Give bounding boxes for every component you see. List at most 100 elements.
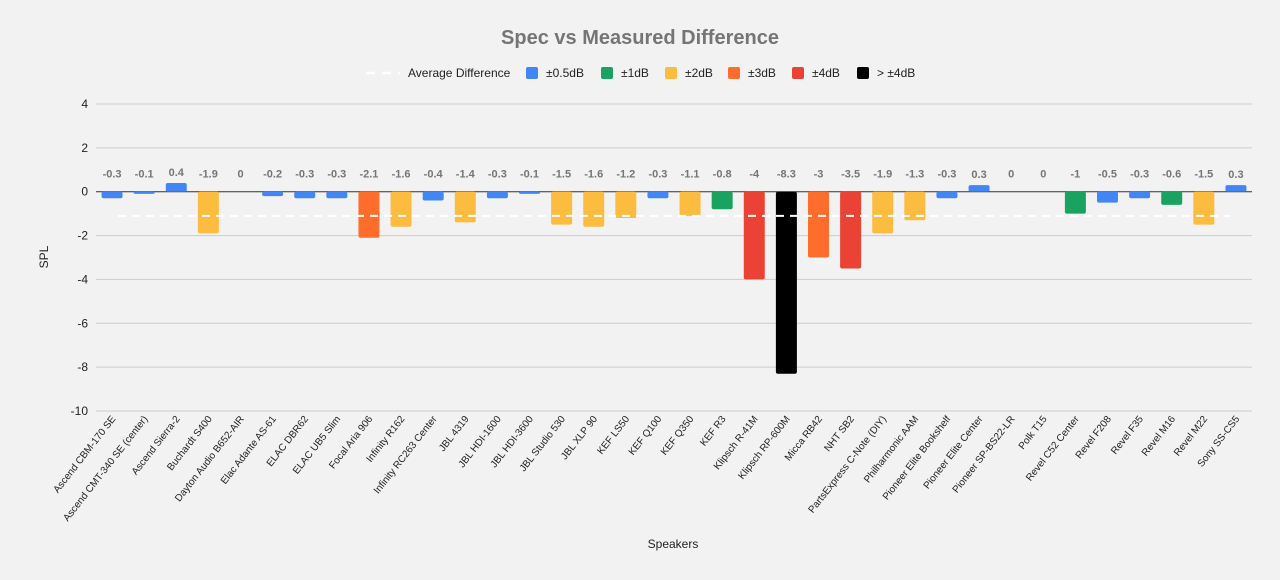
bar bbox=[647, 191, 669, 199]
y-tick-label: -8 bbox=[77, 360, 88, 374]
bar bbox=[390, 191, 412, 227]
bar bbox=[968, 185, 990, 192]
x-tick-label: NHT SB2 bbox=[822, 414, 857, 454]
bar bbox=[1193, 191, 1215, 225]
bar bbox=[1129, 191, 1151, 199]
bar bbox=[422, 191, 444, 201]
y-tick-label: -6 bbox=[77, 316, 88, 330]
bar bbox=[1064, 191, 1086, 214]
y-tick-label: -10 bbox=[71, 404, 89, 418]
legend-swatch bbox=[728, 67, 740, 79]
legend-label: > ±4dB bbox=[877, 66, 915, 80]
data-label: -1.6 bbox=[392, 169, 411, 181]
data-label: -0.6 bbox=[1162, 169, 1181, 181]
value-labels: -0.3 -0.1 0.4 -1.9 0 -0.2 -0.3 -0.3 -2.1 -1.6 -0.4… bbox=[103, 167, 1244, 181]
gridlines bbox=[96, 103, 1252, 412]
bar bbox=[165, 182, 187, 192]
x-tick-label: KEF R3 bbox=[698, 414, 728, 449]
chart-title: Spec vs Measured Difference bbox=[501, 27, 779, 49]
data-label: -1.6 bbox=[584, 169, 603, 181]
x-tick-label: KEF Q350 bbox=[659, 414, 697, 458]
legend-label: ±2dB bbox=[685, 66, 713, 80]
x-tick-label: Polk T15 bbox=[1017, 414, 1050, 452]
data-label: 0.3 bbox=[971, 169, 986, 181]
y-axis-title: SPL bbox=[37, 245, 51, 268]
bar bbox=[615, 191, 637, 219]
data-label: -1.9 bbox=[873, 169, 892, 181]
data-label: 0 bbox=[1008, 169, 1014, 181]
data-label: -0.3 bbox=[327, 169, 346, 181]
data-label: -3 bbox=[814, 169, 824, 181]
bar bbox=[872, 191, 894, 234]
bar bbox=[1161, 191, 1183, 205]
x-tick-label: Infinity RC263 Center bbox=[372, 414, 440, 497]
data-label: -2.1 bbox=[359, 169, 378, 181]
data-label: -1.2 bbox=[616, 169, 635, 181]
legend-swatch bbox=[665, 67, 677, 79]
data-label: -0.4 bbox=[424, 169, 444, 181]
legend-label: ±0.5dB bbox=[546, 66, 584, 80]
bar bbox=[454, 191, 476, 223]
data-label: -0.3 bbox=[295, 169, 314, 181]
data-label: -0.2 bbox=[263, 169, 282, 181]
legend-swatch bbox=[526, 67, 538, 79]
x-tick-label: Pioneer SP-BS22-LR bbox=[951, 414, 1018, 495]
bar bbox=[711, 191, 733, 210]
legend-label: ±1dB bbox=[621, 66, 649, 80]
bar bbox=[486, 191, 508, 199]
data-label: -0.1 bbox=[520, 169, 539, 181]
bars bbox=[101, 182, 1247, 374]
data-label: -1.1 bbox=[681, 169, 700, 181]
x-tick-label: Elac Adante AS-61 bbox=[219, 414, 279, 487]
bar bbox=[326, 191, 348, 199]
y-tick-label: 2 bbox=[81, 141, 88, 155]
bar bbox=[101, 191, 123, 199]
bar bbox=[262, 191, 284, 197]
legend-swatch bbox=[792, 67, 804, 79]
data-label: -1.3 bbox=[905, 169, 924, 181]
data-label: -0.5 bbox=[1098, 169, 1117, 181]
data-label: 0.4 bbox=[169, 167, 185, 179]
data-label: -1 bbox=[1070, 169, 1080, 181]
x-tick-label: JBL 4319 bbox=[437, 414, 472, 454]
y-tick-label: 4 bbox=[81, 97, 88, 111]
bar bbox=[1225, 185, 1247, 192]
data-label: -0.1 bbox=[135, 169, 154, 181]
legend-label: Average Difference bbox=[408, 66, 511, 80]
bar bbox=[679, 191, 701, 216]
y-tick-label: 0 bbox=[81, 185, 88, 199]
y-tick-label: -2 bbox=[77, 229, 88, 243]
bar bbox=[197, 191, 219, 234]
bar bbox=[519, 191, 540, 194]
bar bbox=[936, 191, 958, 199]
bar bbox=[551, 191, 573, 225]
data-label: -0.3 bbox=[103, 169, 122, 181]
data-label: -1.5 bbox=[552, 169, 571, 181]
x-tick-label: Pioneer Elite Center bbox=[922, 414, 986, 492]
data-label: -0.3 bbox=[1130, 169, 1149, 181]
legend-swatch bbox=[857, 67, 869, 79]
legend-label: ±4dB bbox=[812, 66, 840, 80]
y-tick-label: -4 bbox=[77, 272, 88, 286]
bar bbox=[808, 191, 829, 258]
data-label: 0 bbox=[1040, 169, 1046, 181]
x-tick-label: Ascend CBM-170 SE bbox=[52, 414, 119, 495]
data-label: -0.3 bbox=[488, 169, 507, 181]
data-label: -3.5 bbox=[841, 169, 860, 181]
bar bbox=[743, 191, 765, 280]
legend-swatch bbox=[601, 67, 613, 79]
bar bbox=[583, 191, 605, 227]
data-label: -0.8 bbox=[713, 169, 732, 181]
bar bbox=[358, 191, 380, 238]
bar bbox=[1097, 191, 1118, 203]
data-label: -4 bbox=[749, 169, 760, 181]
data-label: -8.3 bbox=[777, 169, 796, 181]
data-label: -0.3 bbox=[937, 169, 956, 181]
data-label: -1.5 bbox=[1194, 169, 1213, 181]
y-axis-ticks: 4 2 0 -2 -4 -6 -8 -10 bbox=[71, 97, 89, 418]
data-label: 0 bbox=[237, 169, 243, 181]
bar bbox=[775, 191, 797, 374]
bar bbox=[133, 191, 155, 194]
